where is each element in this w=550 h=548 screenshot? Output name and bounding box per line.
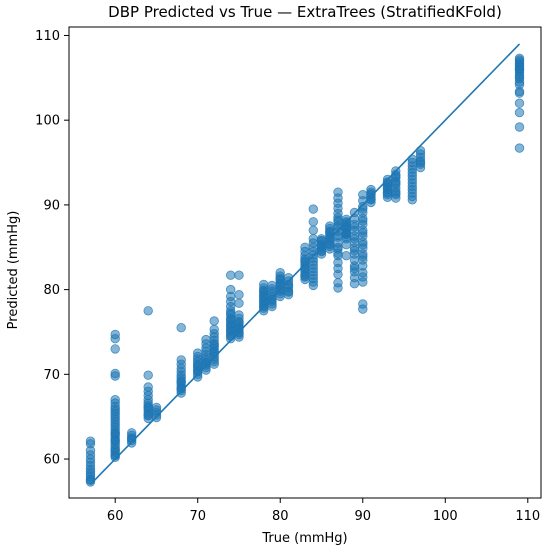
data-point bbox=[234, 317, 244, 328]
y-tick-label: 100 bbox=[35, 114, 60, 129]
x-tick-label: 80 bbox=[272, 509, 289, 524]
data-point bbox=[110, 428, 120, 439]
y-tick-label: 110 bbox=[35, 29, 60, 44]
data-point bbox=[110, 344, 120, 354]
chart-title: DBP Predicted vs True — ExtraTrees (Stra… bbox=[108, 3, 502, 21]
data-point bbox=[358, 272, 368, 282]
data-point bbox=[267, 295, 277, 305]
data-point bbox=[358, 299, 368, 309]
data-point bbox=[349, 245, 360, 256]
x-tick-label: 100 bbox=[433, 509, 458, 524]
x-tick-label: 70 bbox=[189, 509, 206, 524]
data-point bbox=[192, 361, 203, 371]
data-point bbox=[300, 242, 310, 253]
data-point bbox=[176, 355, 186, 365]
data-point bbox=[308, 204, 319, 214]
data-point bbox=[514, 88, 525, 98]
data-point bbox=[415, 157, 426, 168]
data-point bbox=[110, 395, 120, 405]
x-axis: 60 70 80 90 100 110 bbox=[107, 498, 540, 524]
data-point bbox=[358, 204, 368, 214]
data-point bbox=[358, 228, 368, 238]
data-point bbox=[341, 250, 352, 261]
y-axis-label: Predicted (mmHg) bbox=[6, 211, 21, 330]
plot-frame bbox=[68, 26, 542, 499]
data-point bbox=[143, 402, 153, 413]
data-point bbox=[333, 215, 343, 225]
data-point bbox=[514, 122, 525, 132]
y-tick-label: 80 bbox=[43, 283, 60, 298]
data-point bbox=[349, 263, 360, 274]
data-point bbox=[358, 239, 368, 250]
data-point bbox=[234, 270, 244, 280]
data-point bbox=[514, 53, 525, 64]
data-point bbox=[308, 217, 319, 227]
data-point bbox=[341, 228, 352, 239]
y-tick-label: 60 bbox=[43, 453, 60, 468]
data-point bbox=[234, 298, 244, 308]
data-point bbox=[283, 280, 294, 291]
x-tick-label: 110 bbox=[515, 509, 540, 524]
data-point bbox=[333, 187, 343, 197]
data-point bbox=[143, 370, 153, 380]
data-point bbox=[176, 377, 186, 387]
data-point bbox=[514, 107, 525, 118]
data-point bbox=[85, 436, 96, 446]
data-point bbox=[225, 308, 236, 319]
data-point bbox=[358, 251, 368, 262]
data-point bbox=[514, 64, 525, 75]
data-point bbox=[209, 324, 219, 335]
y-tick-label: 70 bbox=[43, 368, 60, 383]
x-tick-label: 60 bbox=[107, 509, 124, 524]
data-point bbox=[143, 382, 153, 392]
data-point bbox=[143, 306, 153, 316]
data-point bbox=[275, 274, 285, 285]
data-point bbox=[267, 280, 277, 291]
data-point bbox=[391, 188, 401, 198]
data-point bbox=[308, 225, 319, 236]
data-point bbox=[176, 323, 186, 333]
data-point bbox=[358, 189, 368, 200]
data-point bbox=[110, 329, 120, 340]
data-point bbox=[358, 216, 368, 226]
data-point bbox=[234, 290, 244, 300]
data-point bbox=[514, 143, 525, 153]
y-tick-label: 90 bbox=[43, 198, 60, 213]
data-point bbox=[514, 98, 525, 108]
data-point bbox=[333, 248, 343, 258]
data-point bbox=[110, 368, 120, 379]
data-point bbox=[225, 284, 236, 295]
data-point bbox=[201, 334, 211, 345]
data-point bbox=[225, 270, 236, 280]
data-point bbox=[151, 402, 162, 413]
data-point bbox=[333, 278, 343, 288]
reference-line bbox=[89, 43, 521, 486]
data-point bbox=[209, 340, 219, 350]
data-point bbox=[192, 348, 203, 358]
data-point bbox=[349, 222, 360, 232]
data-point bbox=[110, 445, 120, 456]
data-point bbox=[209, 316, 219, 326]
y-axis: 60 70 80 90 100 110 bbox=[35, 29, 69, 468]
plot-area bbox=[68, 26, 542, 499]
data-point bbox=[308, 234, 319, 244]
data-point bbox=[366, 189, 376, 199]
x-tick-label: 90 bbox=[354, 509, 371, 524]
data-point bbox=[259, 286, 269, 297]
data-point bbox=[349, 234, 360, 244]
x-axis-label: True (mmHg) bbox=[261, 531, 347, 546]
